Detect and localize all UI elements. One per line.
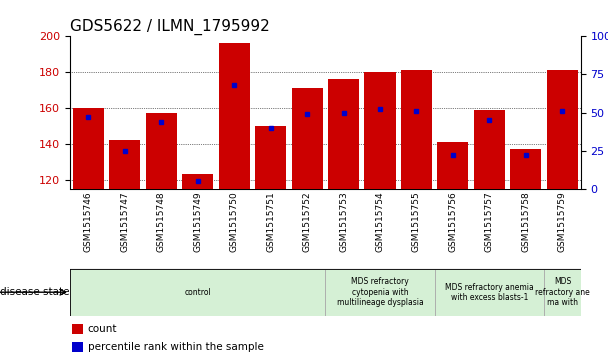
- Text: GSM1515754: GSM1515754: [376, 191, 384, 252]
- Bar: [328, 79, 359, 189]
- Bar: [255, 126, 286, 189]
- Text: MDS refractory anemia
with excess blasts-1: MDS refractory anemia with excess blasts…: [445, 282, 534, 302]
- Text: MDS
refractory ane
ma with: MDS refractory ane ma with: [535, 277, 590, 307]
- Bar: [218, 44, 249, 189]
- Text: GSM1515759: GSM1515759: [558, 191, 567, 252]
- Bar: [72, 324, 83, 334]
- Text: MDS refractory
cytopenia with
multilineage dysplasia: MDS refractory cytopenia with multilinea…: [337, 277, 423, 307]
- Text: GSM1515753: GSM1515753: [339, 191, 348, 252]
- FancyBboxPatch shape: [325, 269, 435, 316]
- Bar: [510, 149, 541, 189]
- Text: GSM1515748: GSM1515748: [157, 191, 165, 252]
- FancyBboxPatch shape: [70, 269, 325, 316]
- Bar: [547, 70, 578, 189]
- Text: GSM1515747: GSM1515747: [120, 191, 129, 252]
- Bar: [109, 140, 140, 189]
- Text: GSM1515758: GSM1515758: [522, 191, 530, 252]
- Text: disease state: disease state: [0, 287, 69, 297]
- Text: GSM1515749: GSM1515749: [193, 191, 202, 252]
- Text: GDS5622 / ILMN_1795992: GDS5622 / ILMN_1795992: [70, 19, 270, 35]
- Bar: [72, 342, 83, 352]
- Text: GSM1515757: GSM1515757: [485, 191, 494, 252]
- Text: control: control: [184, 288, 211, 297]
- Text: GSM1515750: GSM1515750: [230, 191, 238, 252]
- Bar: [364, 72, 395, 189]
- Text: count: count: [88, 324, 117, 334]
- Bar: [437, 142, 468, 189]
- Text: GSM1515752: GSM1515752: [303, 191, 311, 252]
- Bar: [474, 110, 505, 189]
- Bar: [72, 108, 103, 189]
- FancyBboxPatch shape: [544, 269, 581, 316]
- Bar: [401, 70, 432, 189]
- FancyBboxPatch shape: [435, 269, 544, 316]
- Text: percentile rank within the sample: percentile rank within the sample: [88, 342, 264, 352]
- Bar: [182, 174, 213, 189]
- Text: GSM1515756: GSM1515756: [449, 191, 457, 252]
- Text: GSM1515755: GSM1515755: [412, 191, 421, 252]
- Text: GSM1515746: GSM1515746: [84, 191, 92, 252]
- Bar: [291, 88, 322, 189]
- Text: GSM1515751: GSM1515751: [266, 191, 275, 252]
- Bar: [145, 113, 176, 189]
